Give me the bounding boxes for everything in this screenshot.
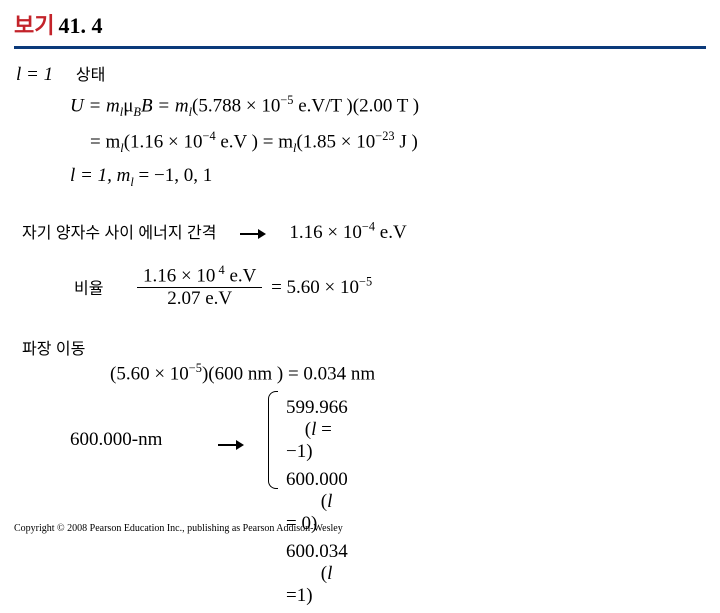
er1-b: B = m [141, 95, 189, 116]
label-energy-gap: 자기 양자수 사이 에너지 간격 [22, 225, 216, 242]
er1-a: U = m [70, 95, 120, 116]
ratio-den: 2.07 e.V [137, 287, 262, 310]
er2-e1: −4 [202, 129, 215, 143]
r3-c: (l =1) [286, 563, 332, 606]
rn-u: e.V [225, 265, 257, 286]
er2-u1: e.V ) = m [216, 131, 293, 152]
results-list: 599.966 (l = −1) 600.000 (l = 0) 600.034… [286, 391, 348, 613]
er2-p2: (1.85 × 10 [296, 131, 375, 152]
copyright-text: Copyright © 2008 Pearson Education Inc.,… [14, 523, 343, 534]
er2-e2: −23 [375, 129, 394, 143]
ratio-num: 1.16 × 10 4 e.V [137, 263, 262, 287]
rn-e: 4 [215, 263, 224, 277]
brace-icon [268, 391, 278, 489]
er2-eq: = m [90, 131, 120, 152]
gv-u: e.V [375, 222, 407, 243]
page-title: 보기 41. 4 [0, 0, 720, 46]
ratio-row: 비율 1.16 × 10 4 e.V 2.07 e.V = 5.60 × 10−… [74, 263, 372, 310]
r1-c: (l = −1) [286, 419, 332, 462]
r1-v: 599.966 [286, 397, 348, 418]
lml-v: = −1, 0, 1 [134, 165, 212, 186]
er1-e1: −5 [280, 93, 293, 107]
arrow-icon [240, 229, 266, 239]
title-rule [14, 46, 706, 49]
arrow-icon [218, 440, 244, 450]
title-prefix: 보기 [14, 13, 54, 38]
energy-eq-row2: = ml(1.16 × 10−4 e.V ) = ml(1.85 × 10−23… [90, 129, 418, 156]
line-lml: l = 1, ml = −1, 0, 1 [70, 165, 212, 190]
ratio-fraction: 1.16 × 10 4 e.V 2.07 e.V [137, 263, 262, 310]
base-wavelength: 600.000-nm [70, 429, 162, 451]
r2-v: 600.000 [286, 469, 348, 490]
label-ratio: 비율 [74, 281, 103, 298]
er2-u2: J ) [395, 131, 418, 152]
line-l1: l = 1 상태 [16, 61, 105, 86]
label-wavelength-shift: 파장 이동 [22, 335, 85, 359]
arrow2 [218, 433, 244, 455]
shift-eq: (5.60 × 10−5)(600 nm ) = 0.034 nm [110, 361, 375, 385]
ratio-rhs: = 5.60 × 10−5 [271, 277, 372, 298]
se-e: −5 [189, 361, 202, 375]
result-3: 600.034 (l =1) [286, 541, 348, 607]
se-b: )(600 nm ) = 0.034 nm [202, 363, 375, 384]
energy-gap-row: 자기 양자수 사이 에너지 간격 1.16 × 10−4 e.V [22, 219, 407, 244]
er1-p1: (5.788 × 10 [192, 95, 280, 116]
se-a: (5.60 × 10 [110, 363, 189, 384]
gv-e: −4 [362, 220, 375, 234]
title-number: 41. 4 [58, 13, 102, 38]
er1-sB: B [133, 105, 141, 119]
rn-a: 1.16 × 10 [143, 265, 215, 286]
label-state: 상태 [76, 67, 105, 84]
lml-a: l = 1, m [70, 165, 130, 186]
rr-e: −5 [359, 275, 372, 289]
r3-v: 600.034 [286, 541, 348, 562]
eq-l1: l = 1 [16, 64, 53, 85]
rr-a: = 5.60 × 10 [271, 277, 359, 298]
energy-eq-row1: U = mlμBB = ml(5.788 × 10−5 e.V/T )(2.00… [70, 93, 419, 120]
gv-a: 1.16 × 10 [289, 222, 361, 243]
er1-mu: μ [123, 95, 133, 116]
gap-value: 1.16 × 10−4 e.V [289, 222, 406, 243]
er2-p1: (1.16 × 10 [124, 131, 203, 152]
result-1: 599.966 (l = −1) [286, 397, 348, 463]
er1-u1: e.V/T )(2.00 T ) [293, 95, 419, 116]
